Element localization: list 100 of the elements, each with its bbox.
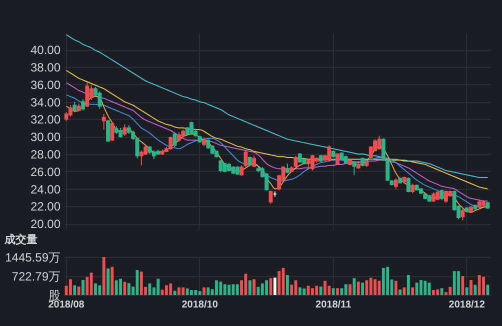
y-tick-label: 722.79万 bbox=[12, 270, 60, 284]
bar bbox=[365, 280, 368, 295]
bar bbox=[286, 275, 289, 295]
bar bbox=[198, 291, 202, 295]
line-series bbox=[66, 34, 488, 178]
candlestick bbox=[460, 208, 465, 221]
candlestick bbox=[176, 132, 181, 142]
bar bbox=[474, 284, 477, 295]
candlestick bbox=[394, 178, 398, 190]
y-tick-label: 28.00 bbox=[30, 148, 61, 162]
candlestick bbox=[172, 132, 177, 148]
bar bbox=[244, 274, 248, 295]
x-tick-label: 2018/08 bbox=[48, 300, 85, 310]
y-tick-label: 32.00 bbox=[30, 112, 61, 127]
bar bbox=[219, 282, 222, 295]
candlestick bbox=[168, 136, 173, 150]
candlestick bbox=[252, 155, 256, 168]
bar bbox=[206, 287, 210, 295]
bar bbox=[306, 286, 310, 295]
bar bbox=[73, 285, 76, 295]
bar bbox=[123, 282, 126, 295]
bar bbox=[114, 280, 118, 295]
bar bbox=[470, 280, 472, 295]
candlestick bbox=[218, 160, 223, 173]
bar bbox=[190, 290, 193, 295]
bar bbox=[478, 275, 481, 295]
bar bbox=[160, 290, 164, 295]
candlestick bbox=[106, 120, 110, 142]
bar bbox=[382, 268, 385, 295]
candlestick bbox=[72, 101, 77, 113]
bar bbox=[386, 266, 390, 295]
candlestick bbox=[306, 158, 310, 170]
bar bbox=[202, 287, 206, 295]
bar bbox=[177, 287, 180, 295]
candlestick bbox=[102, 113, 106, 130]
y-tick-label: 30.00 bbox=[30, 130, 61, 144]
bar bbox=[298, 287, 302, 295]
bar bbox=[302, 288, 306, 295]
y-tick-label: 1445.59万 bbox=[5, 250, 60, 264]
bar bbox=[77, 286, 80, 295]
candlestick bbox=[444, 190, 448, 204]
y-tick-label: 38.00 bbox=[30, 60, 61, 74]
candlestick bbox=[222, 162, 227, 173]
chart-title: 成交量 bbox=[4, 233, 38, 246]
y-tick-label: 22.00 bbox=[30, 200, 61, 214]
candlestick bbox=[352, 160, 356, 176]
bar bbox=[398, 289, 402, 295]
bar bbox=[273, 278, 276, 295]
bar bbox=[482, 276, 485, 295]
bar bbox=[406, 275, 410, 295]
bar bbox=[260, 283, 264, 295]
y-tick-label: 股 bbox=[48, 288, 60, 302]
candlestick bbox=[294, 155, 298, 168]
bar bbox=[86, 276, 89, 295]
x-tick-label: 2018/12 bbox=[448, 300, 486, 310]
bar bbox=[340, 288, 344, 295]
bar bbox=[106, 268, 110, 295]
bar bbox=[102, 257, 106, 295]
bar bbox=[374, 279, 377, 295]
bar bbox=[411, 287, 414, 295]
bar bbox=[186, 288, 189, 295]
candlestick bbox=[336, 152, 340, 165]
bar bbox=[236, 284, 239, 295]
bar bbox=[215, 280, 218, 295]
bar bbox=[352, 278, 356, 295]
bar bbox=[248, 280, 252, 295]
bar bbox=[319, 286, 322, 295]
candlestick bbox=[81, 98, 85, 111]
bar bbox=[448, 286, 452, 295]
candlestick bbox=[410, 183, 415, 194]
candlestick bbox=[432, 192, 436, 202]
candlestick bbox=[248, 156, 252, 167]
candlestick bbox=[122, 124, 127, 136]
bar bbox=[182, 287, 185, 295]
bar bbox=[69, 279, 72, 295]
bar bbox=[228, 284, 230, 295]
candlestick bbox=[310, 154, 314, 172]
bar bbox=[356, 282, 360, 295]
bar bbox=[156, 278, 160, 295]
bar bbox=[194, 290, 198, 295]
bar bbox=[169, 283, 172, 295]
candlestick bbox=[406, 177, 410, 193]
bar bbox=[290, 284, 294, 295]
candlestick bbox=[110, 122, 114, 142]
bar bbox=[252, 279, 256, 295]
candlestick bbox=[118, 127, 122, 138]
bar bbox=[432, 290, 435, 295]
y-tick-label: 24.00 bbox=[30, 182, 61, 196]
bar bbox=[315, 286, 318, 295]
bar bbox=[465, 287, 468, 295]
y-tick-label: 34.00 bbox=[30, 95, 61, 110]
candlestick bbox=[440, 189, 444, 201]
bar bbox=[164, 285, 168, 295]
bar bbox=[223, 284, 226, 295]
bar bbox=[344, 284, 348, 295]
bar bbox=[461, 276, 464, 295]
bar bbox=[232, 284, 235, 295]
candlestick bbox=[206, 138, 210, 150]
bar bbox=[486, 284, 490, 295]
bar bbox=[311, 288, 314, 295]
